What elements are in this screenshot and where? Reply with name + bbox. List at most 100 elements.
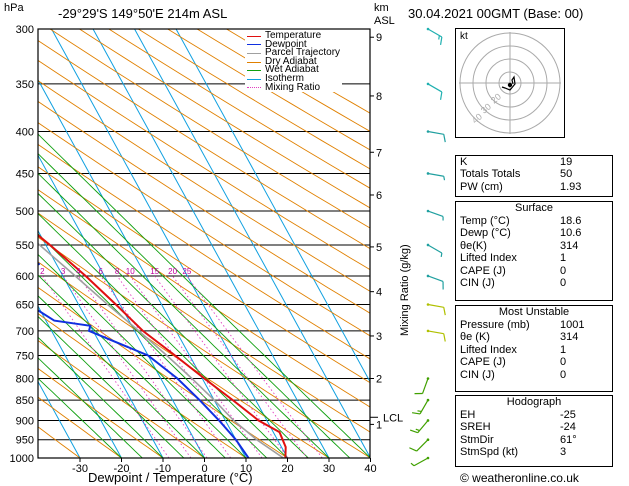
legend-swatch	[247, 70, 261, 72]
km-label: km	[374, 2, 389, 14]
legend-label: Dewpoint	[265, 38, 307, 50]
wet-adiabat	[38, 153, 351, 458]
x-axis-title: Dewpoint / Temperature (°C)	[88, 470, 253, 485]
legend-item-temperature: Temperature	[247, 30, 340, 41]
datetime-title: 30.04.2021 00GMT (Base: 00)	[408, 6, 584, 21]
wet-adiabat	[38, 192, 309, 458]
wind-barb-300	[426, 27, 443, 45]
y-axis-right-title: Mixing Ratio (g/kg)	[399, 244, 411, 336]
legend-swatch	[247, 87, 261, 89]
mixing-ratio-label-8: 8	[115, 267, 120, 276]
temp-tick--10: -10	[155, 463, 171, 475]
location-title: -29°29'S 149°50'E 214m ASL	[58, 6, 228, 21]
pressure-tick-950: 950	[16, 435, 34, 447]
hodo-ring-30: 30	[479, 101, 493, 115]
pressure-tick-500: 500	[16, 206, 34, 218]
wet-adiabat	[38, 357, 143, 458]
pressure-tick-850: 850	[16, 395, 34, 407]
mixing-ratio-label-6: 6	[99, 267, 104, 276]
legend-item-wet-adiabat: Wet Adiabat	[247, 65, 340, 75]
legend-swatch	[247, 61, 261, 63]
hodograph: kt 40 30 20	[455, 28, 565, 138]
wind-barb-500	[426, 209, 444, 221]
km-tick-5: 5	[376, 242, 382, 254]
pressure-tick-750: 750	[16, 350, 34, 362]
km-tick-6: 6	[376, 190, 382, 202]
temp-tick-10: 10	[240, 463, 252, 475]
legend-label: Temperature	[265, 30, 322, 41]
legend-label: Mixing Ratio	[265, 81, 321, 93]
dry-adiabat	[38, 80, 370, 292]
legend-swatch	[247, 35, 261, 37]
dry-adiabat	[38, 166, 370, 384]
axis-labels: 3003504004505005506006507007508008509009…	[10, 24, 404, 475]
profile-lines	[38, 233, 287, 458]
asl-label: ASL	[374, 15, 395, 27]
legend-label: Isotherm	[265, 72, 304, 84]
wet-adiabat	[38, 212, 288, 458]
dry-adiabat	[38, 189, 370, 408]
dry-adiabat	[108, 29, 370, 189]
pressure-tick-1000: 1000	[10, 453, 34, 465]
isotherm-0	[38, 154, 205, 458]
mixing-ratio-label-10: 10	[126, 267, 135, 276]
wet-adiabat	[38, 336, 164, 458]
pressure-tick-700: 700	[16, 326, 34, 338]
wet-adiabat	[38, 172, 330, 458]
wet-adiabat	[38, 274, 226, 458]
mixing-ratio-label-2: 2	[40, 267, 45, 276]
legend-label: Dry Adiabat	[265, 55, 317, 67]
wind-barb-950	[409, 438, 430, 452]
dry-adiabat	[38, 59, 370, 271]
wind-barb-550	[426, 243, 443, 258]
pressure-tick-300: 300	[16, 24, 34, 36]
isotherm-50	[175, 29, 370, 383]
dry-adiabat	[38, 396, 122, 458]
km-tick-4: 4	[376, 287, 382, 299]
dry-adiabat	[138, 29, 370, 170]
indices-general: K 19 Totals Totals 50 PW (cm) 1.93	[455, 155, 613, 197]
legend-item-isotherm: Isotherm	[247, 72, 340, 84]
pressure-tick-650: 650	[16, 300, 34, 312]
km-tick-8: 8	[376, 91, 382, 103]
isotherm-30	[92, 29, 330, 458]
dry-adiabat	[38, 236, 370, 458]
surface-title: Surface	[515, 202, 553, 214]
legend-swatch	[247, 52, 261, 54]
temp-tick-30: 30	[323, 463, 335, 475]
dry-adiabat	[38, 313, 247, 458]
wet-adiabat	[38, 233, 268, 458]
copyright: © weatheronline.co.uk	[460, 471, 579, 485]
isotherm--20	[38, 305, 122, 458]
km-tick-1: 1	[376, 419, 382, 431]
wind-barb-600	[426, 274, 444, 290]
dry-adiabat	[38, 212, 370, 433]
wind-barb-350	[426, 82, 443, 100]
mixing-ratio-line	[41, 275, 170, 458]
wind-barb-400	[426, 130, 446, 143]
temp-tick--30: -30	[72, 463, 88, 475]
isotherm-40	[134, 29, 370, 458]
wind-barb-800	[414, 377, 430, 395]
km-tick-7: 7	[376, 147, 382, 159]
pressure-tick-600: 600	[16, 271, 34, 283]
wind-barbs	[409, 27, 446, 467]
background-lines	[38, 29, 370, 458]
pressure-tick-800: 800	[16, 373, 34, 385]
indices-unstable: Most Unstable Pressure (mb) 1001 θe (K) 31…	[455, 305, 613, 392]
wind-barb-900	[409, 419, 430, 434]
pressure-tick-450: 450	[16, 168, 34, 180]
wind-barb-850	[412, 398, 430, 415]
mixing-ratio-label-25: 25	[182, 267, 191, 276]
hodograph-title: Hodograph	[506, 396, 562, 408]
pressure-tick-550: 550	[16, 240, 34, 252]
wind-barb-650	[426, 303, 446, 316]
isotherm--10	[38, 229, 164, 458]
km-tick-9: 9	[376, 32, 382, 44]
legend: Temperature Dewpoint Parcel Trajectory Dry …	[245, 30, 343, 93]
temp-tick--20: -20	[114, 463, 130, 475]
mixing-ratio-line	[78, 275, 208, 458]
mixing-ratio-label-4: 4	[76, 267, 81, 276]
dry-adiabat	[38, 143, 370, 360]
